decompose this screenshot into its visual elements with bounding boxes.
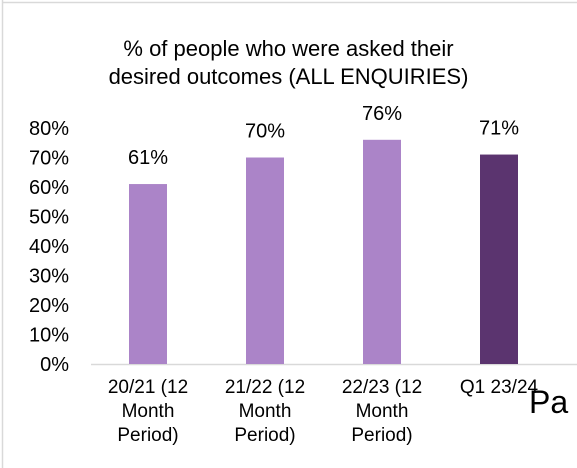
bar — [480, 154, 518, 364]
plot-area: 0% 10% 20% 30% 40% 50% 60% 70% 80% 61% 20/21 (12 Mo… — [29, 103, 577, 446]
data-label: 71% — [479, 118, 519, 140]
y-tick-label: 20% — [29, 295, 69, 317]
x-tick-label: 22/23 (12 — [342, 377, 422, 398]
y-tick-label: 50% — [29, 207, 69, 229]
x-tick-label: Period) — [234, 425, 295, 446]
y-tick-label: 30% — [29, 266, 69, 288]
data-label: 61% — [128, 147, 168, 169]
x-tick-label: Month — [122, 401, 175, 422]
y-tick-label: 70% — [29, 148, 69, 170]
y-tick-label: 40% — [29, 236, 69, 258]
x-tick-label: Period) — [117, 425, 178, 446]
x-tick-label: Q1 23/24 — [460, 377, 539, 398]
y-tick-label: 10% — [29, 325, 69, 347]
y-tick-label: 60% — [29, 177, 69, 199]
data-label: 76% — [362, 103, 402, 125]
x-tick-label: Month — [356, 401, 409, 422]
x-tick-label: 21/22 (12 — [225, 377, 305, 398]
chart-title-line-2: desired outcomes (ALL ENQUIRIES) — [108, 64, 469, 89]
bar — [129, 184, 167, 364]
x-tick-label: 20/21 (12 — [108, 377, 188, 398]
x-tick-label: Period) — [351, 425, 412, 446]
y-tick-label: 80% — [29, 118, 69, 140]
bar — [246, 157, 284, 364]
bar — [363, 139, 401, 364]
clipped-text: Pa — [529, 384, 569, 420]
chart-title-line-1: % of people who were asked their — [123, 36, 454, 61]
x-tick-label: Month — [239, 401, 292, 422]
y-tick-label: 0% — [40, 354, 69, 376]
data-label: 70% — [245, 121, 285, 143]
